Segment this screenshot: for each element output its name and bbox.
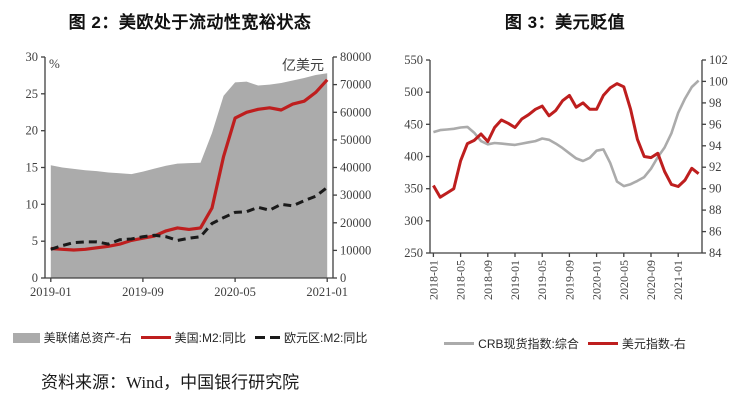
chart2-panel: 图 2：美欧处于流动性宽裕状态 0 5 10 15 20 25 30 0 10000 20000 3… [0,0,380,360]
svg-text:2019-05: 2019-05 [535,260,549,300]
svg-text:98: 98 [709,96,722,110]
svg-text:2020-01: 2020-01 [590,260,604,300]
chart3-panel: 图 3：美元贬值 250 300 350 400 450 500 550 84 86 88 90 92… [380,0,750,360]
svg-text:15: 15 [26,161,39,175]
legend-swatch-line [444,342,475,345]
svg-text:20000: 20000 [340,216,371,230]
svg-text:60000: 60000 [340,105,371,119]
legend-item-us-m2-yoy: 美国:M2:同比 [140,329,246,346]
axis-unit-labels: % 亿美元 [49,56,324,74]
svg-text:2021-01: 2021-01 [671,260,685,300]
plot-series [432,79,700,199]
svg-text:10: 10 [26,197,39,211]
svg-text:2018-09: 2018-09 [481,260,495,300]
svg-text:70000: 70000 [340,78,371,92]
svg-text:50000: 50000 [340,133,371,147]
chart3-canvas: 250 300 350 400 450 500 550 84 86 88 90 92 94 96 98 100… [404,53,728,300]
x-axis: 2019-01 2019-09 2020-05 2021-01 [30,278,348,299]
svg-text:2020-05: 2020-05 [617,260,631,300]
svg-text:102: 102 [709,53,728,67]
legend-label: CRB现货指数:综合 [478,337,579,351]
svg-text:5: 5 [32,234,38,248]
svg-text:80000: 80000 [340,50,371,64]
chart2-title: 图 2：美欧处于流动性宽裕状态 [68,13,312,32]
svg-text:0: 0 [32,271,38,285]
svg-text:2021-01: 2021-01 [306,285,348,299]
legend-item-usd-index: 美元指数-右 [587,335,686,352]
svg-text:0: 0 [340,271,346,285]
y-axis-left: 250 300 350 400 450 500 550 [404,53,430,260]
svg-text:2019-01: 2019-01 [508,260,522,300]
series-fed-total-assets [50,73,328,278]
svg-text:2019-09: 2019-09 [562,260,576,300]
plot-series [50,73,329,278]
svg-text:92: 92 [709,160,722,174]
right-axis-unit: 亿美元 [282,58,324,74]
y-axis-right: 0 10000 20000 30000 40000 50000 60000 70000 8000… [333,50,371,285]
series-usd-index [432,82,700,199]
y-axis-left: 0 5 10 15 20 25 30 [26,50,45,285]
legend-item-euro-m2-yoy: 欧元区:M2:同比 [255,329,367,346]
svg-text:300: 300 [404,214,423,228]
legend-item-crb-spot-index: CRB现货指数:综合 [444,335,579,352]
svg-text:2018-05: 2018-05 [454,260,468,300]
series-us-m2-yoy [50,78,329,252]
svg-text:88: 88 [709,203,722,217]
legend-item-fed-total-assets: 美联储总资产-右 [12,329,132,346]
legend-label: 美元指数-右 [621,337,686,351]
chart2-canvas: 0 5 10 15 20 25 30 0 10000 20000 30000 40000 50000 60… [26,50,372,299]
axis-lines [429,60,703,254]
svg-text:500: 500 [404,85,423,99]
series-euro-m2-yoy [50,186,329,251]
svg-text:84: 84 [709,246,722,260]
svg-text:20: 20 [26,124,39,138]
legend-swatch-line [140,336,171,339]
legend-swatch-area [12,332,40,343]
svg-text:350: 350 [404,182,423,196]
svg-text:2020-09: 2020-09 [644,260,658,300]
svg-text:2018-01: 2018-01 [426,260,440,300]
svg-text:400: 400 [404,150,423,164]
svg-text:2019-09: 2019-09 [122,285,164,299]
legend-label: 美联储总资产-右 [43,331,132,345]
svg-text:94: 94 [709,139,722,153]
left-axis-unit: % [49,56,60,71]
y-axis-right: 84 86 88 90 92 94 96 98 100 102 [702,53,728,260]
svg-text:90: 90 [709,182,722,196]
svg-text:2020-05: 2020-05 [214,285,256,299]
legend-swatch-line [587,342,618,345]
svg-text:86: 86 [709,225,722,239]
svg-text:30000: 30000 [340,188,371,202]
source-note: 资料来源：Wind，中国银行研究院 [41,373,300,392]
svg-text:450: 450 [404,117,423,131]
svg-text:40000: 40000 [340,161,371,175]
legend-swatch-dashed [255,336,280,339]
x-axis: 2018-01 2018-05 2018-09 2019-01 2019-05 2019-… [426,253,685,300]
svg-text:2019-01: 2019-01 [30,285,72,299]
chart3-legend: CRB现货指数:综合 美元指数-右 [380,335,750,352]
legend-label: 美国:M2:同比 [174,331,246,345]
svg-text:96: 96 [709,117,722,131]
svg-text:25: 25 [26,87,39,101]
chart2-legend: 美联储总资产-右 美国:M2:同比 欧元区:M2:同比 [0,329,380,346]
svg-text:100: 100 [709,74,728,88]
svg-text:10000: 10000 [340,243,371,257]
legend-label: 欧元区:M2:同比 [284,331,368,345]
svg-text:550: 550 [404,53,423,67]
svg-text:30: 30 [26,50,39,64]
chart3-title: 图 3：美元贬值 [504,13,626,32]
svg-text:250: 250 [404,246,423,260]
